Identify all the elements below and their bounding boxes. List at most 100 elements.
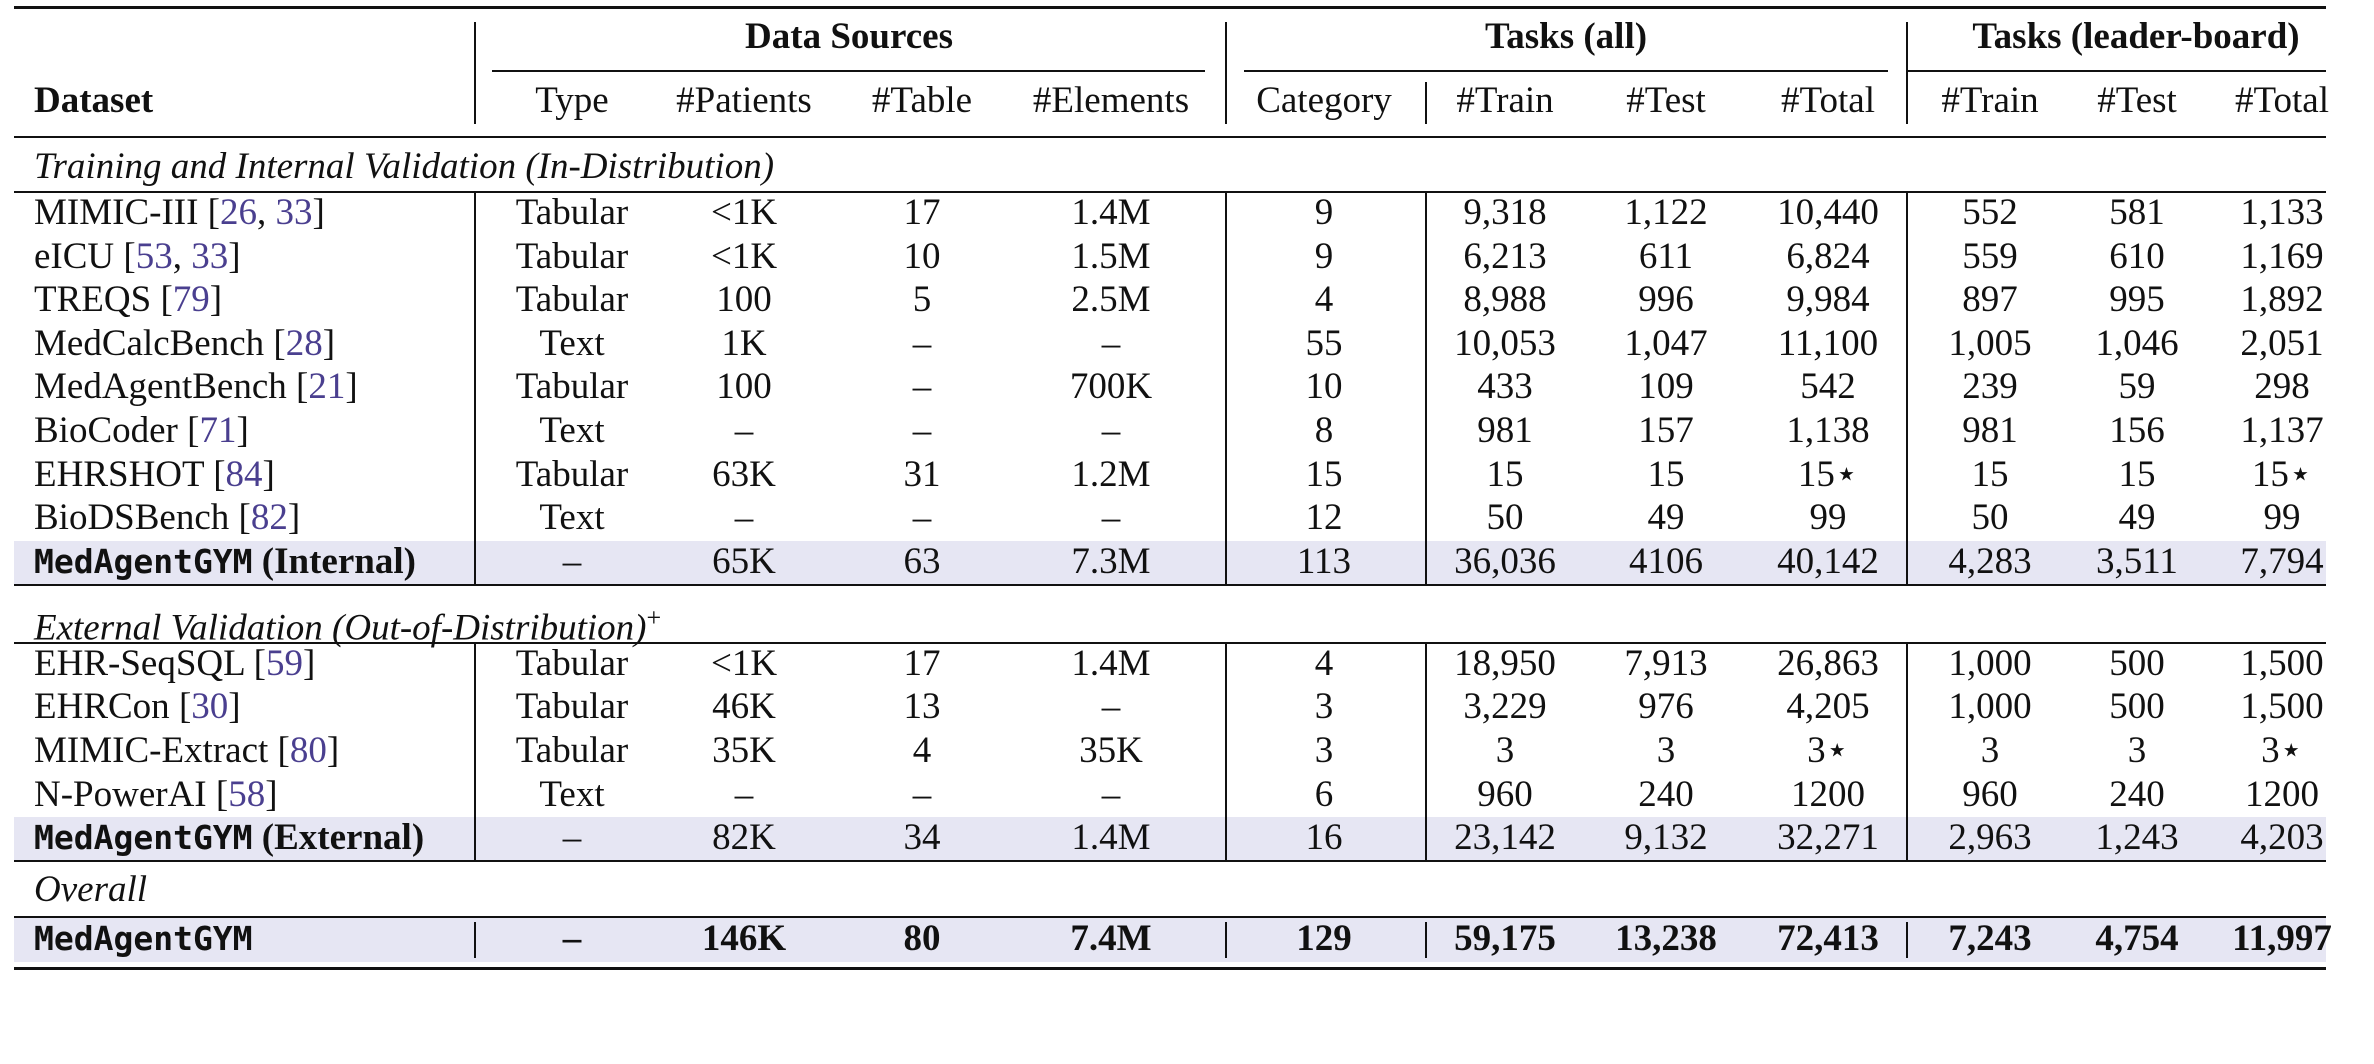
- citation-separator: ,: [172, 235, 192, 277]
- section-title-mark: +: [646, 602, 662, 632]
- citation-bracket: ]: [236, 410, 249, 451]
- table-cell: –: [912, 366, 932, 408]
- column-header: #Total: [1781, 80, 1875, 121]
- table-cell: 6: [1314, 773, 1334, 815]
- table-cell: 4,205: [1786, 686, 1870, 728]
- table-cell: 1,133: [2240, 192, 2324, 233]
- table-cell: 46K: [712, 686, 776, 728]
- table-cell: 4,754: [2095, 918, 2179, 960]
- citation-bracket: [: [253, 642, 266, 684]
- citation-link[interactable]: 28: [285, 322, 323, 364]
- vertical-rule: [474, 22, 476, 124]
- table-cell: 3: [1314, 686, 1334, 728]
- section-title: Overall: [34, 870, 147, 910]
- table-cell: 32,271: [1777, 817, 1879, 859]
- dataset-row: BioCoder [71]: [34, 411, 249, 451]
- citation-link[interactable]: 79: [172, 279, 210, 321]
- table-cell: 976: [1638, 686, 1694, 728]
- citation-link[interactable]: 58: [228, 773, 266, 815]
- vertical-rule: [1425, 193, 1427, 584]
- table-cell: <1K: [710, 235, 778, 277]
- citation-bracket: [: [187, 410, 200, 451]
- table-cell: 298: [2254, 366, 2310, 408]
- table-cell: Text: [539, 410, 605, 451]
- citation-bracket: ]: [345, 366, 358, 408]
- citation-link[interactable]: 53: [135, 235, 173, 277]
- table-cell: Tabular: [515, 686, 629, 728]
- table-cell: 4,283: [1948, 540, 2032, 582]
- citation-link[interactable]: 21: [308, 366, 346, 408]
- table-cell: 15: [2118, 453, 2156, 495]
- citation-bracket: [: [123, 235, 136, 277]
- table-cell: 10: [903, 235, 941, 277]
- table-cell: 542: [1800, 366, 1856, 408]
- table-cell: Text: [539, 773, 605, 815]
- dataset-name: eICU: [34, 235, 124, 277]
- citation-link[interactable]: 82: [250, 497, 288, 539]
- table-cell: Tabular: [515, 279, 629, 321]
- table-cell: 9,132: [1624, 817, 1708, 859]
- citation-bracket: ]: [262, 453, 275, 495]
- table-cell: 1K: [721, 322, 767, 364]
- citation-link[interactable]: 30: [191, 686, 229, 728]
- table-cell: 82K: [712, 817, 776, 859]
- dataset-row: EHRSHOT [84]: [34, 453, 275, 495]
- dataset-row: EHRCon [30]: [34, 687, 241, 727]
- table-cell: 7.4M: [1070, 918, 1152, 960]
- table-cell: 1,122: [1624, 192, 1708, 233]
- table-cell: 11,997: [2232, 918, 2332, 960]
- table-cell: 100: [716, 279, 772, 321]
- horizontal-rule: [14, 967, 2326, 971]
- horizontal-rule: [14, 916, 2326, 919]
- citation-link[interactable]: 26: [219, 192, 257, 233]
- table-cell: 10,053: [1454, 322, 1556, 364]
- citation-bracket: [: [296, 366, 309, 408]
- citation-link[interactable]: 33: [191, 235, 229, 277]
- table-cell: 2,963: [1948, 817, 2032, 859]
- table-cell: 897: [1962, 279, 2018, 321]
- table-cell: <1K: [710, 642, 778, 684]
- vertical-rule: [1225, 22, 1227, 124]
- table-cell: 1.2M: [1071, 453, 1151, 495]
- table-cell: 240: [1638, 773, 1694, 815]
- benchmark-name: MedAgentGYM: [34, 818, 253, 858]
- summary-row-shading: [14, 540, 2326, 585]
- table-cell: 7,794: [2240, 540, 2324, 582]
- table-cell: 1.4M: [1071, 817, 1151, 859]
- table-cell: 1.5M: [1071, 235, 1151, 277]
- citation-bracket: [: [277, 730, 290, 771]
- citation-bracket: ]: [209, 279, 223, 321]
- table-cell: 3,511: [2096, 540, 2178, 582]
- citation-link[interactable]: 71: [199, 410, 237, 451]
- table-cell: 99: [1809, 497, 1847, 539]
- benchmark-name: MedAgentGYM: [34, 541, 253, 581]
- citation-bracket: ]: [302, 642, 316, 684]
- section-title: Training and Internal Validation (In-Dis…: [34, 147, 774, 187]
- citation-link[interactable]: 33: [275, 192, 313, 233]
- table-cell: 15: [1486, 453, 1524, 495]
- table-cell: 2.5M: [1071, 279, 1151, 321]
- table-cell: 8: [1314, 410, 1334, 451]
- table-cell: –: [734, 773, 754, 815]
- table-cell: 1,892: [2240, 279, 2324, 321]
- table-cell: 13: [903, 686, 941, 728]
- table-cell: 18,950: [1454, 642, 1556, 684]
- citation-link[interactable]: 80: [289, 730, 327, 771]
- summary-row-shading: [14, 817, 2326, 862]
- citation-link[interactable]: 59: [265, 642, 303, 684]
- table-cell: 8,988: [1463, 279, 1547, 321]
- table-cell: 1,047: [1624, 322, 1708, 364]
- citation-bracket: [: [213, 453, 226, 495]
- table-cell: Tabular: [515, 642, 629, 684]
- table-cell: 4: [1314, 279, 1334, 321]
- summary-row-shading: [14, 918, 2326, 963]
- summary-row: MedAgentGYM (Internal): [34, 541, 416, 582]
- table-cell: 6,824: [1786, 235, 1870, 277]
- citation-link[interactable]: 84: [225, 453, 263, 495]
- section-title: External Validation (Out-of-Distribution…: [34, 598, 661, 648]
- table-cell: 15: [1971, 453, 2009, 495]
- table-cell: 4,203: [2240, 817, 2324, 859]
- citation-bracket: [: [160, 279, 173, 321]
- horizontal-rule: [1908, 70, 2326, 72]
- table-cell: 9: [1314, 235, 1334, 277]
